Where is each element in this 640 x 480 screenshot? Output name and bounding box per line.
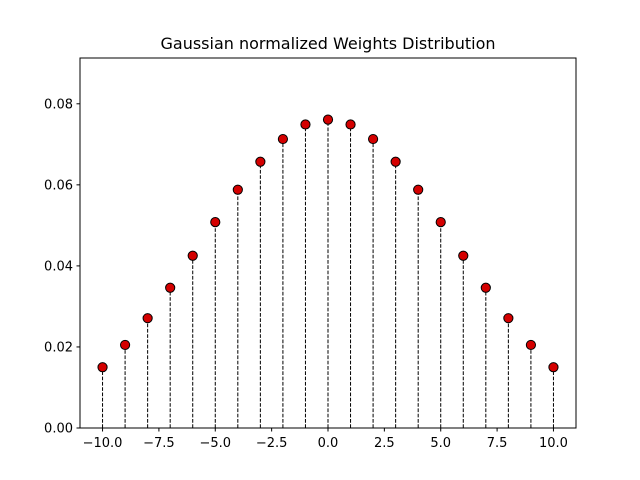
y-tick-label: 0.06 <box>44 178 73 193</box>
data-point <box>367 133 379 145</box>
markers-layer <box>97 114 559 373</box>
data-point <box>548 362 559 373</box>
y-axis-ticks: 0.00 0.02 0.04 0.06 0.08 <box>44 97 80 437</box>
data-point <box>300 119 311 130</box>
plot-frame <box>79 57 577 429</box>
data-point <box>232 184 243 195</box>
data-point <box>525 339 537 351</box>
data-point <box>480 282 491 293</box>
x-tick-label: 2.5 <box>374 436 395 451</box>
y-tick-label: 0.08 <box>44 97 73 112</box>
y-tick-label: 0.04 <box>44 259 73 274</box>
data-point <box>503 313 514 324</box>
data-point <box>413 184 424 195</box>
x-tick-label: −2.5 <box>256 436 288 451</box>
data-point <box>458 250 469 261</box>
data-point <box>97 362 108 373</box>
x-tick-label: −7.5 <box>143 436 175 451</box>
x-axis-ticks: −10.0 −7.5 −5.0 −2.5 0.0 2.5 5.0 7.5 10.0 <box>83 428 568 451</box>
y-tick-label: 0.02 <box>44 340 73 355</box>
x-tick-label: 7.5 <box>487 436 508 451</box>
chart-title: Gaussian normalized Weights Distribution <box>161 34 496 53</box>
data-point <box>345 119 356 130</box>
data-point <box>210 217 221 228</box>
data-point <box>187 250 198 261</box>
data-point <box>435 217 446 228</box>
x-tick-label: −5.0 <box>199 436 231 451</box>
data-point <box>119 339 131 351</box>
x-tick-label: 0.0 <box>318 436 339 451</box>
x-tick-label: −10.0 <box>83 436 123 451</box>
data-point <box>142 313 153 324</box>
data-point <box>165 282 176 293</box>
x-tick-label: 5.0 <box>430 436 451 451</box>
x-tick-label: 10.0 <box>539 436 568 451</box>
data-point <box>277 133 289 145</box>
stems-layer <box>102 119 554 428</box>
data-point <box>322 114 334 125</box>
data-point <box>255 156 266 167</box>
y-tick-label: 0.00 <box>44 422 73 437</box>
data-point <box>390 156 401 167</box>
